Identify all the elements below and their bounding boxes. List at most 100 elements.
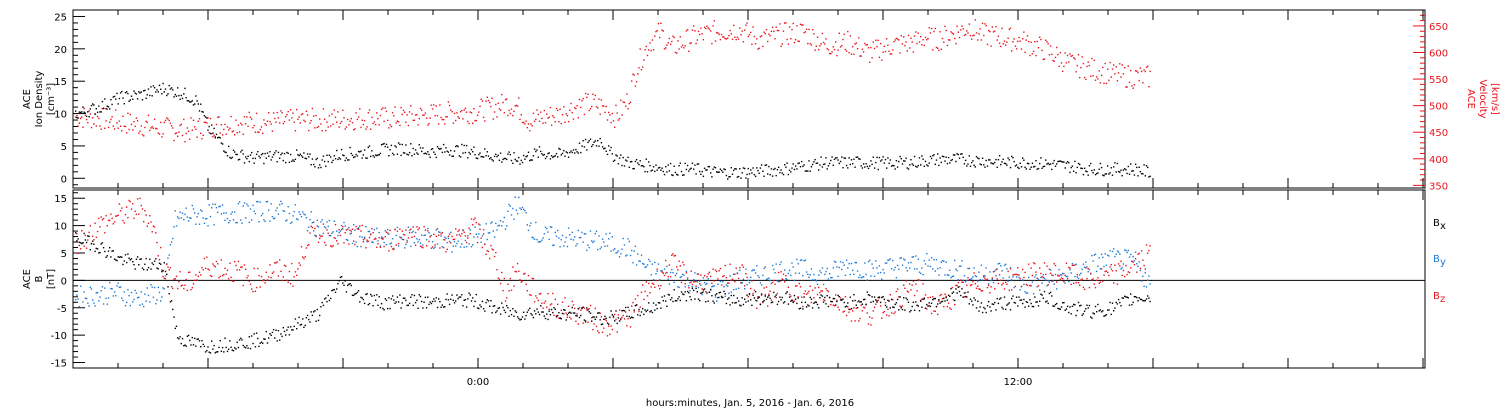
by-series-point [586, 249, 588, 251]
bx-series-point [543, 315, 545, 317]
velocity-series-point [310, 120, 312, 122]
bz-series-point [697, 273, 700, 275]
by-series-point [702, 277, 705, 279]
bx-series-point [237, 346, 240, 349]
velocity-series-point [674, 51, 677, 54]
bx-series-point [151, 262, 153, 264]
bz-series-point [1124, 275, 1126, 278]
velocity-series-point [793, 41, 796, 44]
bz-series-point [203, 257, 206, 260]
bz-series-point [78, 244, 80, 247]
by-series-point [980, 264, 983, 266]
by-series-point [440, 235, 442, 237]
velocity-series-point [104, 127, 106, 129]
bz-series-point [85, 247, 88, 249]
bx-series-point [1110, 313, 1112, 316]
velocity-series-point [947, 39, 950, 41]
bx-series-point [160, 263, 162, 265]
density-series-point [1085, 170, 1087, 172]
by-series-point [949, 269, 951, 272]
density-series-point [841, 156, 843, 158]
density-series-point [430, 148, 433, 151]
density-series-point [899, 155, 901, 158]
velocity-series-point [106, 108, 108, 110]
bx-series-point [272, 328, 275, 331]
by-series-point [1147, 279, 1149, 281]
density-series-point [971, 161, 973, 164]
by-series-point [95, 292, 97, 294]
bx-series-point [693, 289, 695, 292]
bx-series-point [195, 345, 197, 347]
bx-series-point [954, 299, 956, 302]
velocity-series-point [656, 30, 658, 32]
bx-series-point [550, 308, 553, 311]
bx-series-point [212, 348, 214, 350]
bz-series-point [217, 263, 219, 265]
bz-series-point [1047, 284, 1049, 286]
density-series-point [574, 152, 576, 154]
by-series-point [424, 234, 427, 236]
velocity-series-point [372, 122, 374, 125]
bx-series-point [861, 303, 864, 305]
density-series-point [452, 155, 454, 157]
bx-series-point [350, 284, 352, 287]
bx-series-point [163, 262, 165, 264]
bx-series-point [839, 299, 842, 301]
bz-series-point [150, 221, 152, 223]
bx-series-point [752, 294, 754, 296]
bz-series-point [1121, 274, 1123, 277]
by-series-point [811, 279, 814, 281]
bz-series-point [587, 321, 589, 323]
bz-series-point [1143, 264, 1145, 267]
density-series-point [696, 163, 698, 165]
density-series-point [627, 156, 629, 159]
velocity-ylabel-line2: Velocity [1477, 79, 1488, 118]
bz-series-point [941, 298, 944, 300]
density-series-point [912, 164, 915, 166]
bx-series-point [830, 300, 832, 303]
by-series-point [650, 274, 652, 276]
bx-series-point [816, 303, 819, 306]
density-series-point [246, 158, 248, 160]
bz-series-point [160, 246, 162, 249]
density-series-point [1058, 160, 1060, 162]
by-series-point [747, 279, 749, 281]
bx-series-point [725, 302, 728, 305]
velocity-series-point [638, 67, 640, 69]
bx-series-point [684, 291, 686, 293]
bx-series-point [879, 301, 882, 304]
density-series-point [679, 162, 681, 164]
by-series-point [784, 269, 786, 271]
velocity-series-point [315, 114, 317, 117]
velocity-series-point [716, 31, 718, 34]
velocity-series-point [754, 43, 757, 45]
bx-series-point [305, 317, 308, 319]
by-series-point [739, 269, 741, 271]
density-series-point [1117, 170, 1120, 173]
velocity-series-point [179, 124, 181, 127]
density-series-point [1015, 164, 1018, 166]
bz-series-point [577, 323, 579, 325]
velocity-series-point [124, 125, 127, 128]
density-series-point [724, 168, 726, 171]
bx-series-point [304, 324, 306, 327]
bz-series-point [396, 230, 399, 232]
density-series-point [436, 146, 439, 148]
density-series-point [253, 162, 255, 164]
bx-series-point [123, 260, 125, 262]
bx-series-point [642, 308, 644, 310]
bx-series-point [270, 334, 272, 336]
velocity-series-point [1036, 40, 1038, 43]
density-series-point [943, 156, 945, 158]
by-series-point [792, 266, 794, 268]
velocity-series-point [95, 125, 97, 127]
bx-series-point [197, 338, 199, 340]
bx-series-point [515, 311, 518, 313]
bz-series-point [538, 293, 541, 295]
bz-series-point [518, 270, 520, 272]
density-series-point [975, 156, 978, 158]
by-series-point [450, 231, 452, 233]
velocity-series-point [521, 121, 524, 124]
density-series-point [101, 100, 104, 103]
density-series-point [249, 154, 252, 156]
